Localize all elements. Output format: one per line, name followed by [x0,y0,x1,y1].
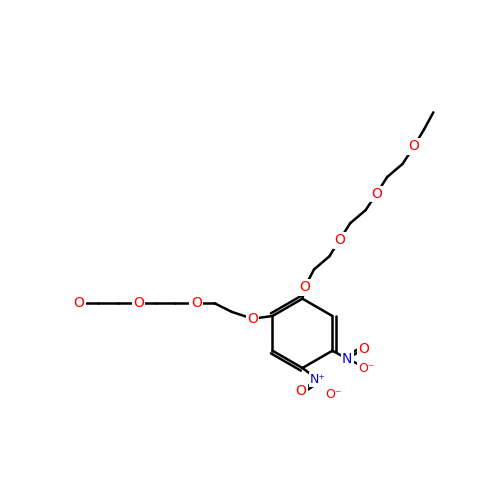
Text: O⁻: O⁻ [358,362,374,374]
Text: O: O [358,342,370,356]
Text: O: O [296,384,306,398]
Text: O: O [191,296,202,310]
Text: O: O [408,139,420,153]
Text: N⁺: N⁺ [310,373,326,386]
Text: O: O [247,312,258,326]
Text: O: O [74,296,85,310]
Text: O: O [334,233,345,247]
Text: O: O [371,187,382,201]
Text: O: O [133,296,144,310]
Text: O: O [300,280,310,294]
Text: O⁻: O⁻ [325,388,342,402]
Text: N: N [342,352,352,366]
